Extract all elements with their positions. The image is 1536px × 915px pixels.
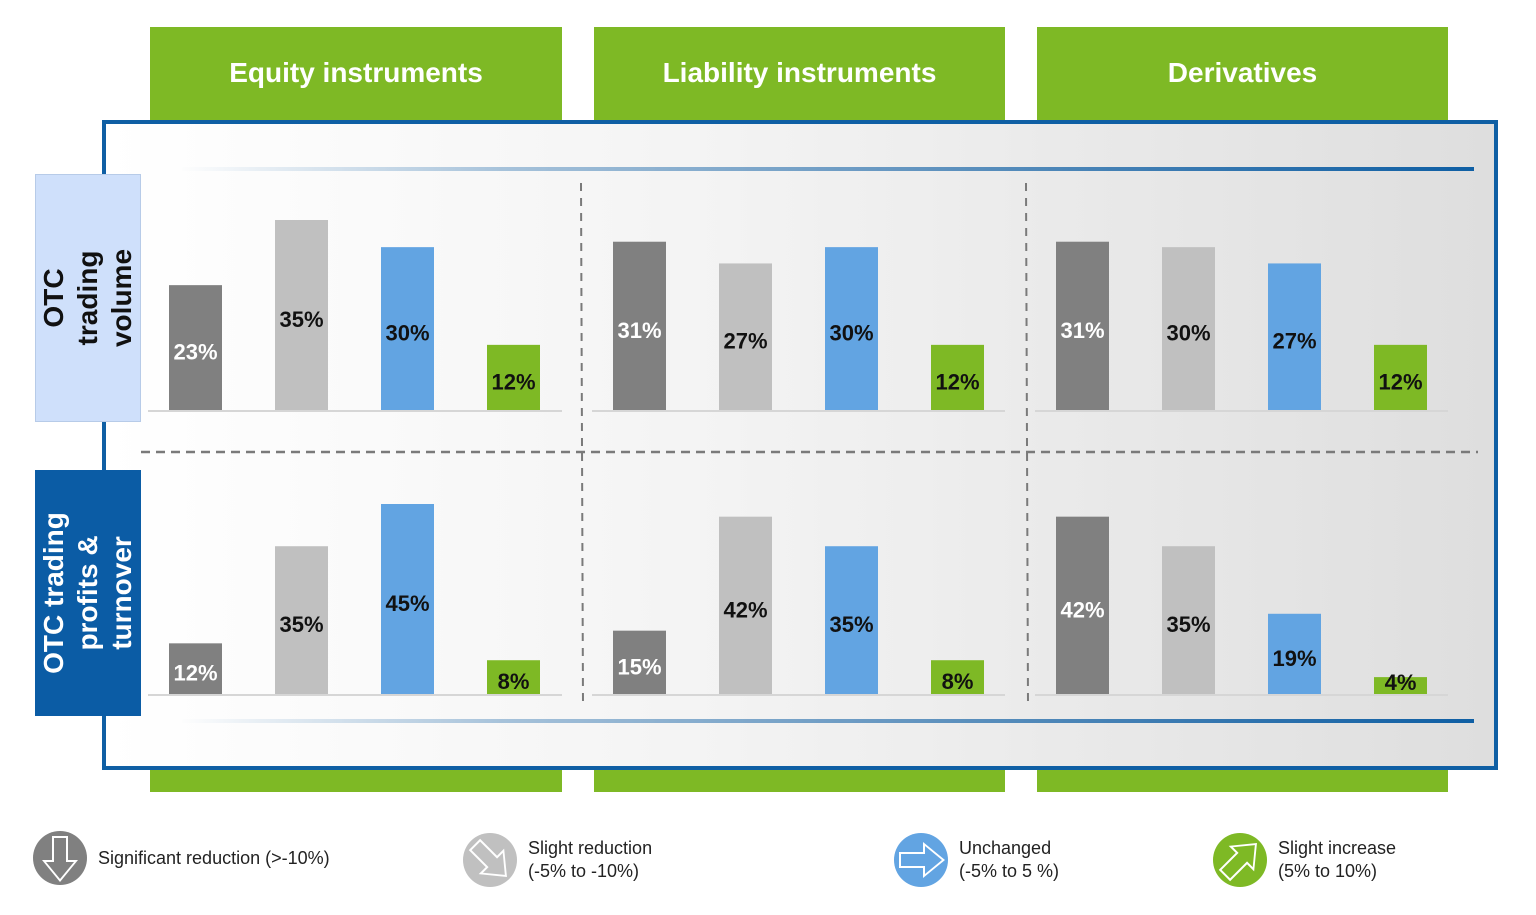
bar	[719, 263, 772, 410]
bar	[825, 247, 878, 410]
bar	[1056, 516, 1109, 694]
legend-label: Unchanged (-5% to 5 %)	[959, 838, 1060, 881]
bar	[487, 344, 540, 410]
bar-value-label: 30%	[829, 321, 873, 346]
bar-value-label: 27%	[1272, 329, 1316, 354]
bar-value-label: 30%	[1166, 321, 1210, 346]
bar	[381, 504, 434, 694]
bar-value-label: 23%	[173, 340, 217, 365]
bar-value-label: 45%	[385, 591, 429, 616]
column-footer-equity	[150, 766, 562, 792]
bar	[275, 546, 328, 694]
legend-label: Significant reduction (>-10%)	[98, 847, 330, 868]
bar-value-label: 42%	[723, 597, 767, 622]
bar	[275, 220, 328, 410]
bar-value-label: 4%	[1385, 670, 1417, 695]
bar-value-label: 35%	[279, 307, 323, 332]
bar-value-label: 30%	[385, 321, 429, 346]
bar	[1268, 263, 1321, 410]
legend-item-slight-increase: Slight increase (5% to 10%)	[1212, 832, 1396, 888]
bar	[1374, 677, 1427, 694]
bar	[931, 344, 984, 410]
bar-value-label: 31%	[1060, 318, 1104, 343]
bar-value-label: 15%	[617, 654, 661, 679]
bar	[613, 630, 666, 694]
bar	[1162, 247, 1215, 410]
bar	[1056, 241, 1109, 410]
top-accent-line	[180, 167, 1474, 171]
bar-value-label: 35%	[1166, 612, 1210, 637]
bar-value-label: 19%	[1272, 646, 1316, 671]
column-separator-line	[1025, 182, 1029, 707]
column-header-derivatives: Derivatives	[1037, 27, 1448, 122]
legend-item-slight-reduction: Slight reduction (-5% to -10%)	[462, 832, 652, 888]
bar	[931, 660, 984, 694]
bar-value-label: 12%	[1378, 369, 1422, 394]
chart-frame	[102, 120, 1498, 770]
column-separator-line	[580, 182, 584, 707]
bar	[169, 643, 222, 694]
bar	[487, 660, 540, 694]
column-footer-liability	[594, 766, 1005, 792]
bar	[1162, 546, 1215, 694]
legend-item-significant-reduction: Significant reduction (>-10%)	[32, 830, 330, 886]
bar	[1268, 613, 1321, 694]
up-right-arrow-icon	[1213, 833, 1267, 887]
bar-value-label: 31%	[617, 318, 661, 343]
column-footer-derivatives	[1037, 766, 1448, 792]
row-label-text: OTC trading profits & turnover	[38, 512, 138, 674]
bar-value-label: 12%	[491, 369, 535, 394]
bar	[613, 241, 666, 410]
bar-value-label: 12%	[935, 369, 979, 394]
row-label-text: OTC trading volume	[38, 248, 137, 348]
bar	[169, 285, 222, 410]
column-header-liability-instruments: Liability instruments	[594, 27, 1005, 122]
bar-value-label: 27%	[723, 329, 767, 354]
row-label-otc-trading-volume: OTC trading volume	[35, 174, 141, 422]
legend-label: Slight increase (5% to 10%)	[1278, 838, 1397, 881]
bar-value-label: 35%	[829, 612, 873, 637]
bar-value-label: 42%	[1060, 597, 1104, 622]
right-arrow-icon	[894, 833, 948, 887]
down-arrow-icon	[33, 831, 87, 885]
bar	[719, 516, 772, 694]
bar	[1374, 344, 1427, 410]
bar	[381, 247, 434, 410]
legend-label: Slight reduction (-5% to -10%)	[528, 838, 653, 881]
row-label-otc-trading-profits: OTC trading profits & turnover	[35, 470, 141, 716]
bar-value-label: 8%	[498, 669, 530, 694]
bar	[825, 546, 878, 694]
bottom-accent-line	[180, 719, 1474, 723]
down-right-arrow-icon	[463, 833, 517, 887]
bar-value-label: 12%	[173, 661, 217, 686]
bar-value-label: 8%	[942, 669, 974, 694]
bar-value-label: 35%	[279, 612, 323, 637]
column-header-equity-instruments: Equity instruments	[150, 27, 562, 122]
legend-item-unchanged: Unchanged (-5% to 5 %)	[893, 832, 1059, 888]
